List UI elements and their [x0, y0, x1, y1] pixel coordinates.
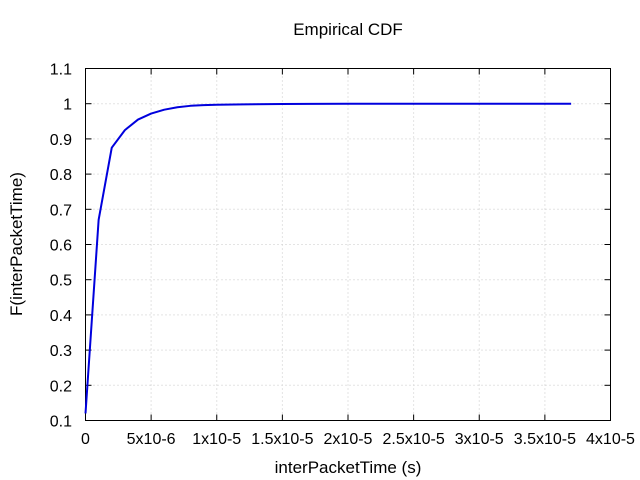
x-tick-label: 3.5x10-5 [514, 431, 576, 448]
y-tick-label: 0.8 [50, 167, 72, 184]
x-tick-label: 3x10-5 [455, 431, 504, 448]
y-tick-label: 0.9 [50, 132, 72, 149]
y-tick-label: 1.1 [50, 62, 72, 79]
x-tick-label: 1.5x10-5 [251, 431, 313, 448]
grid [85, 68, 611, 421]
x-tick-label: 2x10-5 [324, 431, 373, 448]
y-tick-label: 0.6 [50, 238, 72, 255]
y-tick-label: 0.7 [50, 202, 72, 219]
y-tick-label: 0.4 [50, 308, 72, 325]
y-tick-label: 0.5 [50, 273, 72, 290]
x-tick-label: 5x10-6 [127, 431, 176, 448]
x-tick-label: 2.5x10-5 [382, 431, 444, 448]
x-tick-label: 0 [81, 431, 90, 448]
x-tick-label: 4x10-5 [586, 431, 635, 448]
series-layer [84, 102, 572, 414]
y-tick-label: 1 [63, 97, 72, 114]
y-tick-label: 0.1 [50, 414, 72, 431]
y-axis-label: F(interPacketTime) [7, 172, 26, 316]
y-tick-label: 0.3 [50, 343, 72, 360]
x-axis-label: interPacketTime (s) [275, 458, 422, 477]
y-tick-label: 0.2 [50, 378, 72, 395]
chart-title: Empirical CDF [293, 20, 403, 39]
x-tick-label: 1x10-5 [192, 431, 241, 448]
axis-ticks: 0 5x10-6 1x10-5 1.5x10-5 2x10-5 2.5x10-5 3x10-… [50, 62, 635, 449]
series-line [84, 102, 572, 414]
